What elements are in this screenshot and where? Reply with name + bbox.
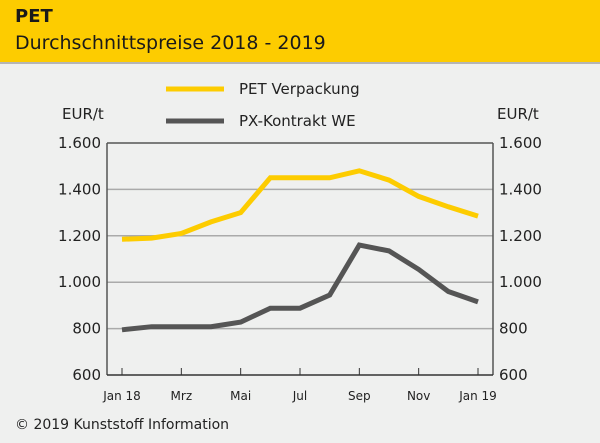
series-line-pet-verpackung: [121, 168, 479, 242]
y-tick-label-right: 1.200: [499, 227, 542, 245]
chart-title: PET: [15, 6, 53, 27]
x-tick-label: Mrz: [171, 389, 193, 403]
y-tick-label-right: 1.600: [499, 134, 542, 152]
series-line-px-kontrakt: [121, 242, 479, 333]
chart-header: PET Durchschnittspreise 2018 - 2019: [0, 0, 600, 64]
legend-label-pet: PET Verpackung: [239, 80, 360, 98]
legend-label-px: PX-Kontrakt WE: [239, 112, 356, 130]
y-tick-label-left: 1.400: [58, 180, 101, 198]
x-tick-label: Jan 18: [102, 389, 141, 403]
copyright-footer: © 2019 Kunststoff Information: [15, 417, 230, 433]
y-tick-label-left: 1.000: [58, 273, 101, 291]
chart-subtitle: Durchschnittspreise 2018 - 2019: [15, 32, 326, 54]
y-tick-label-right: 1.400: [499, 180, 542, 198]
x-tick-label: Nov: [407, 389, 430, 403]
legend: PET Verpackung PX-Kontrakt WE: [166, 80, 360, 130]
y-axis-label-right: EUR/t: [497, 105, 539, 123]
y-tick-label-left: 600: [72, 366, 101, 384]
x-tick-label: Mai: [230, 389, 251, 403]
y-tick-label-right: 800: [499, 320, 528, 338]
y-tick-label-left: 1.200: [58, 227, 101, 245]
y-tick-label-left: 800: [72, 320, 101, 338]
y-tick-label-right: 1.000: [499, 273, 542, 291]
x-tick-label: Sep: [348, 389, 371, 403]
y-axis-label-left: EUR/t: [62, 105, 104, 123]
x-tick-label: Jul: [292, 389, 307, 403]
y-tick-label-right: 600: [499, 366, 528, 384]
y-tick-label-left: 1.600: [58, 134, 101, 152]
x-tick-label: Jan 19: [458, 389, 497, 403]
